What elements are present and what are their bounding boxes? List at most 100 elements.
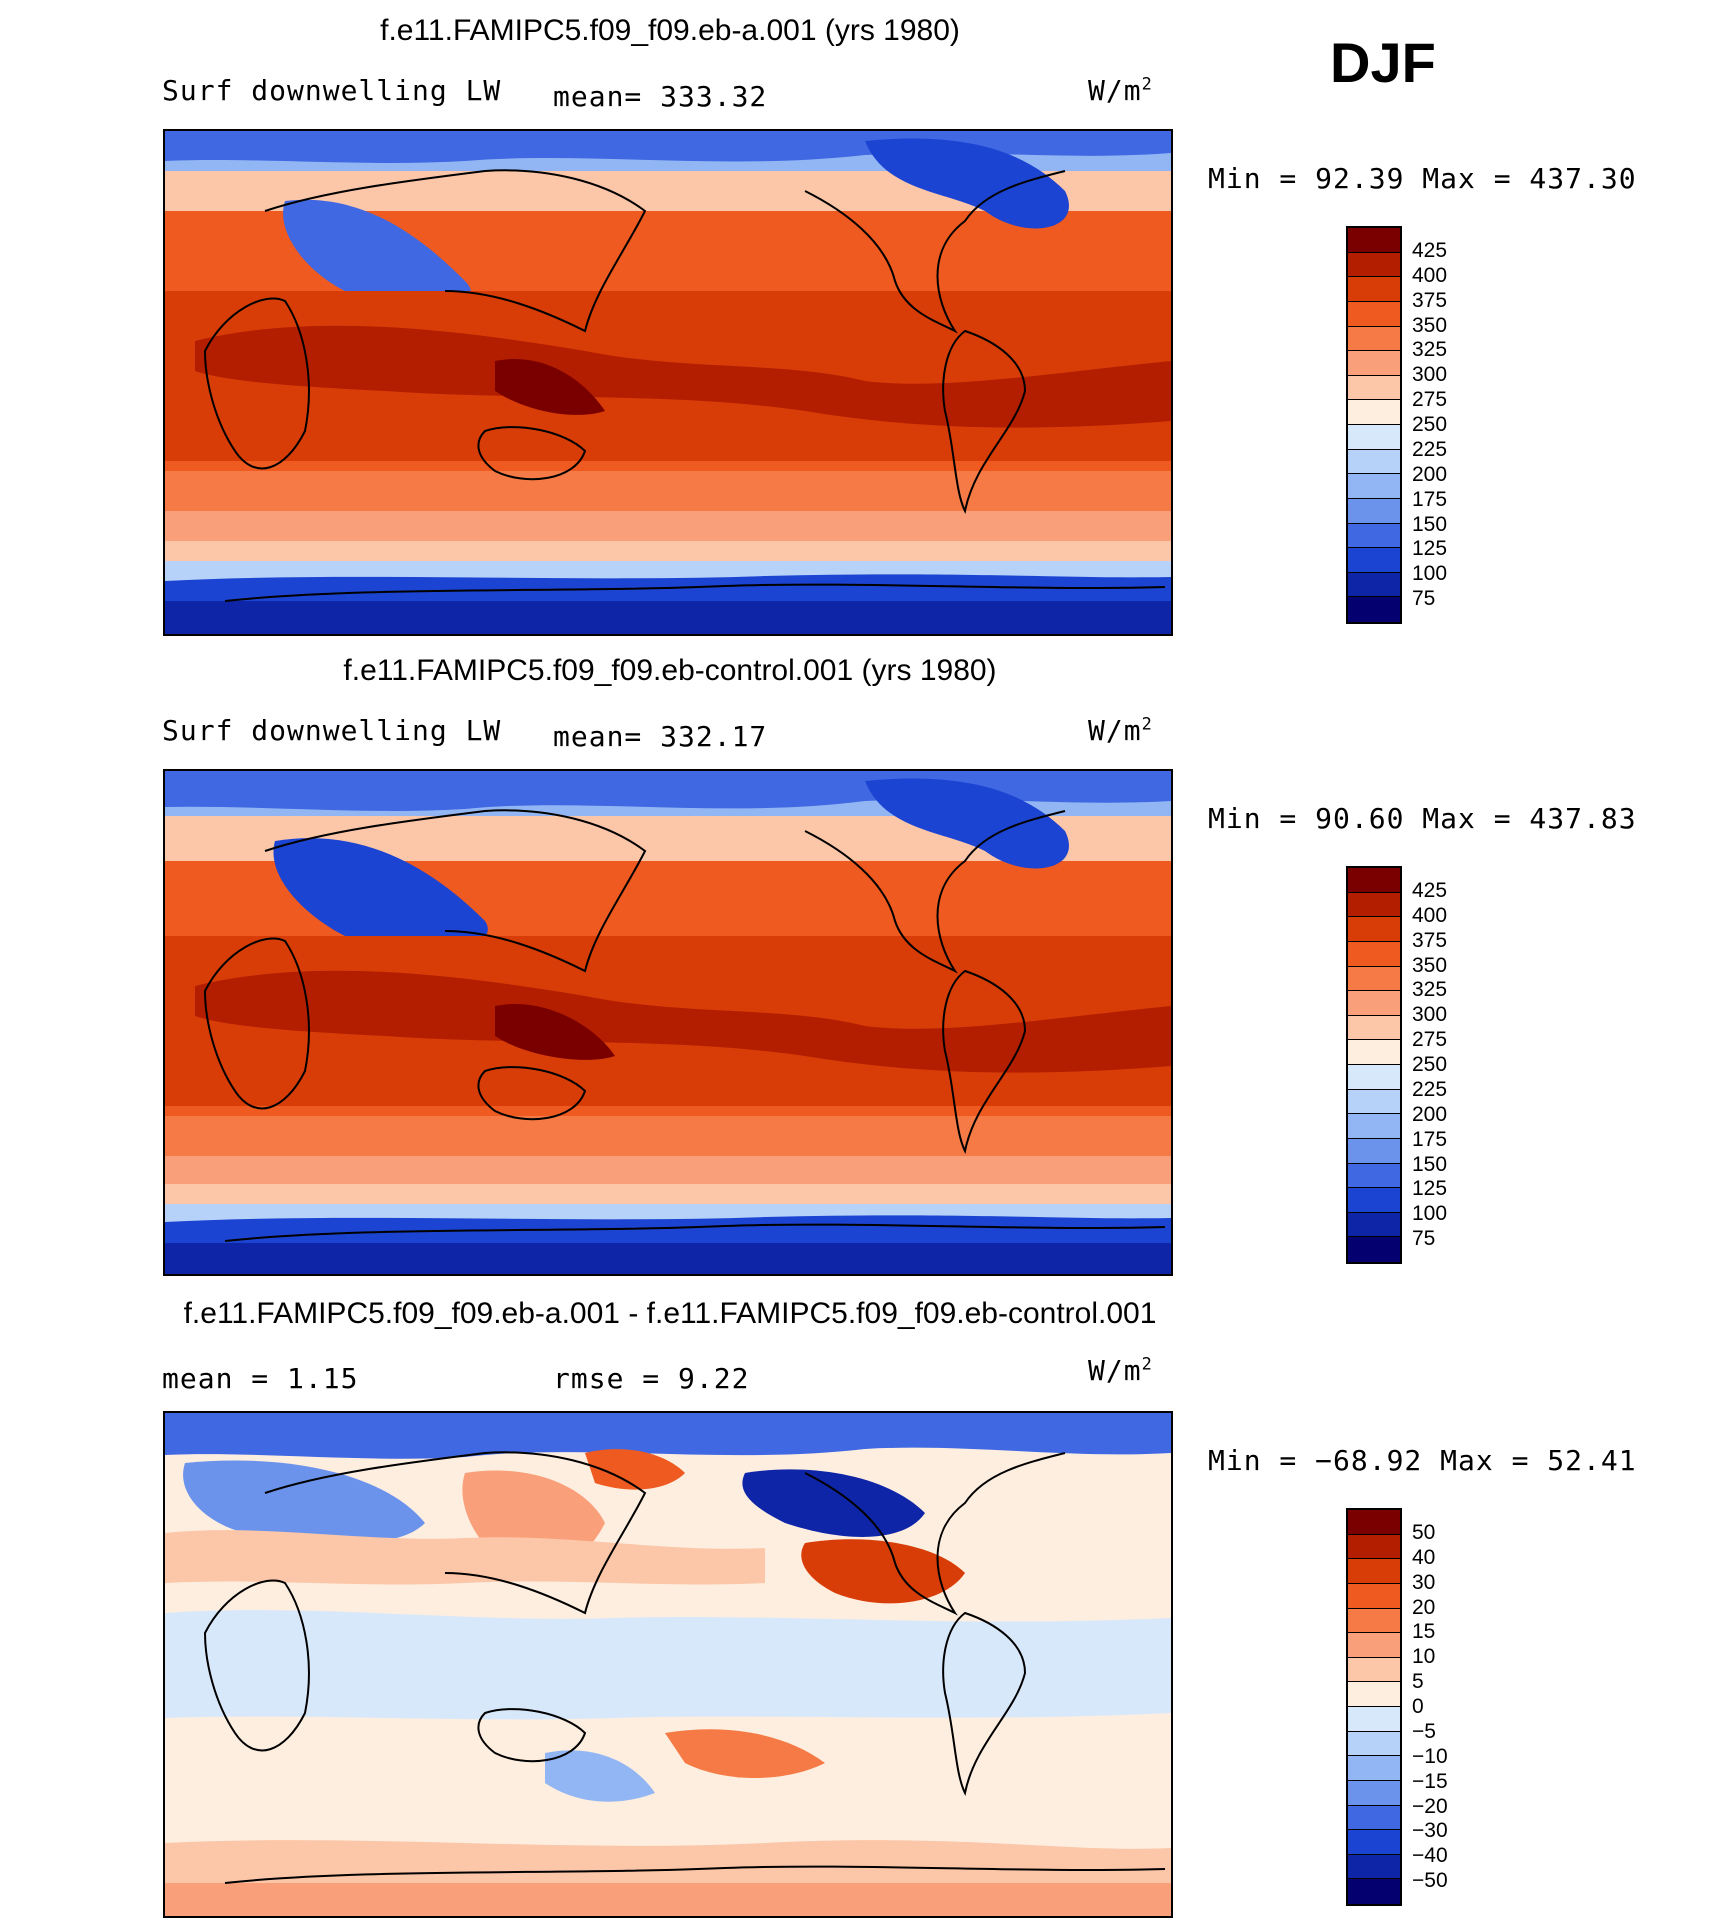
panel-3-mean-label: mean = 1.15 [162,1362,359,1395]
colorbar-segment [1348,326,1400,352]
colorbar-segment [1348,1780,1400,1806]
colorbar-tick-label: 375 [1412,288,1448,312]
panel-3-map-svg [165,1413,1171,1916]
coast-eurasia [264,809,647,973]
coast-antarctica [224,583,1166,602]
colorbar-segment [1348,375,1400,401]
field-antarctica-core [165,601,1171,634]
field-band-south-pale [165,1184,1171,1204]
colorbar-tick-label: 5 [1412,1670,1424,1694]
colorbar-segment [1348,1138,1400,1164]
coast-south-america [942,969,1027,1155]
colorbar-tick-label: −20 [1412,1794,1448,1818]
field-band-south-mid [165,1116,1171,1156]
panel-2-colorbar [1346,866,1402,1264]
panel-1-colorbar [1346,226,1402,624]
colorbar-tick-label: 30 [1412,1570,1436,1594]
coast-antarctica [224,1865,1166,1884]
colorbar-segment [1348,1188,1400,1213]
panel-3-map [163,1411,1173,1918]
colorbar-segment [1348,1065,1400,1090]
field-south-pacific-negative [545,1750,655,1802]
coast-australia [477,1708,587,1763]
coast-africa [203,297,310,470]
colorbar-segment [1348,1040,1400,1065]
panel-1-map-svg [165,131,1171,634]
colorbar-segment [1348,228,1400,253]
panel-1-variable-label: Surf downwelling LW [162,74,502,107]
colorbar-tick-label: 75 [1412,1227,1436,1251]
colorbar-tick-label: 150 [1412,1152,1448,1176]
colorbar-tick-label: 275 [1412,388,1448,412]
colorbar-tick-label: 350 [1412,953,1448,977]
colorbar-segment [1348,498,1400,524]
field-band-south-pale [165,541,1171,561]
coast-south-america [942,329,1027,515]
colorbar-segment [1348,1114,1400,1139]
panel-1-units-label: W/m2 [1088,74,1153,107]
colorbar-tick-label: 20 [1412,1595,1436,1619]
colorbar-tick-label: 10 [1412,1645,1436,1669]
colorbar-tick-label: 15 [1412,1620,1436,1644]
colorbar-tick-label: 100 [1412,562,1448,586]
coast-north-america [804,170,1066,334]
colorbar-segment [1348,597,1400,622]
panel-2-map-svg [165,771,1171,1274]
colorbar-tick-label: 75 [1412,587,1436,611]
colorbar-tick-label: 375 [1412,928,1448,952]
colorbar-segment [1348,548,1400,573]
colorbar-segment [1348,1756,1400,1781]
colorbar-segment [1348,1559,1400,1584]
panel-2-units-label: W/m2 [1088,714,1153,747]
colorbar-tick-label: 275 [1412,1028,1448,1052]
field-band-south-mid [165,471,1171,511]
colorbar-segment [1348,1237,1400,1262]
field-band-south-subpolar [165,1156,1171,1184]
colorbar-segment [1348,1534,1400,1560]
colorbar-tick-label: 400 [1412,263,1448,287]
coast-antarctica [224,1223,1166,1242]
coast-south-america [942,1611,1027,1797]
coast-africa [203,937,310,1110]
colorbar-tick-label: 0 [1412,1695,1424,1718]
coastlines [203,809,1166,1242]
colorbar-tick-label: −15 [1412,1769,1448,1793]
colorbar-tick-label: 40 [1412,1545,1436,1569]
colorbar-segment [1348,1015,1400,1041]
colorbar-tick-label: 175 [1412,1127,1448,1151]
coast-eurasia [264,1451,647,1615]
field-band-south-subpolar [165,511,1171,541]
colorbar-segment [1348,966,1400,992]
panel-2-variable-label: Surf downwelling LW [162,714,502,747]
season-label: DJF [1330,31,1436,94]
coast-eurasia [264,169,647,333]
colorbar-tick-label: 200 [1412,1102,1448,1126]
field-maritime-continent [495,359,605,415]
field-south-pacific-positive [665,1729,825,1778]
field-midlat-band [165,1530,765,1585]
colorbar-tick-label: 200 [1412,462,1448,486]
colorbar-tick-label: 300 [1412,363,1448,387]
colorbar-segment [1348,1805,1400,1831]
colorbar-segment [1348,917,1400,942]
colorbar-segment [1348,991,1400,1016]
colorbar-tick-label: −30 [1412,1819,1448,1843]
colorbar-segment [1348,1510,1400,1535]
panel-2-title: f.e11.FAMIPC5.f09_f09.eb-control.001 (yr… [343,654,997,687]
colorbar-segment [1348,252,1400,278]
field-maritime-continent [495,1004,615,1060]
field-canada-cold [865,138,1069,229]
panel-1-map [163,129,1173,636]
colorbar-segment [1348,1657,1400,1683]
panel-1-mean-label: mean= 333.32 [553,80,768,113]
field-antarctica [165,1883,1171,1916]
colorbar-segment [1348,1633,1400,1658]
colorbar-segment [1348,425,1400,450]
colorbar-segment [1348,523,1400,549]
colorbar-segment [1348,941,1400,967]
colorbar-segment [1348,449,1400,475]
colorbar-tick-label: 250 [1412,413,1448,436]
colorbar-segment [1348,1608,1400,1634]
panel-3-colorbar [1346,1508,1402,1906]
colorbar-tick-label: −5 [1412,1719,1436,1743]
